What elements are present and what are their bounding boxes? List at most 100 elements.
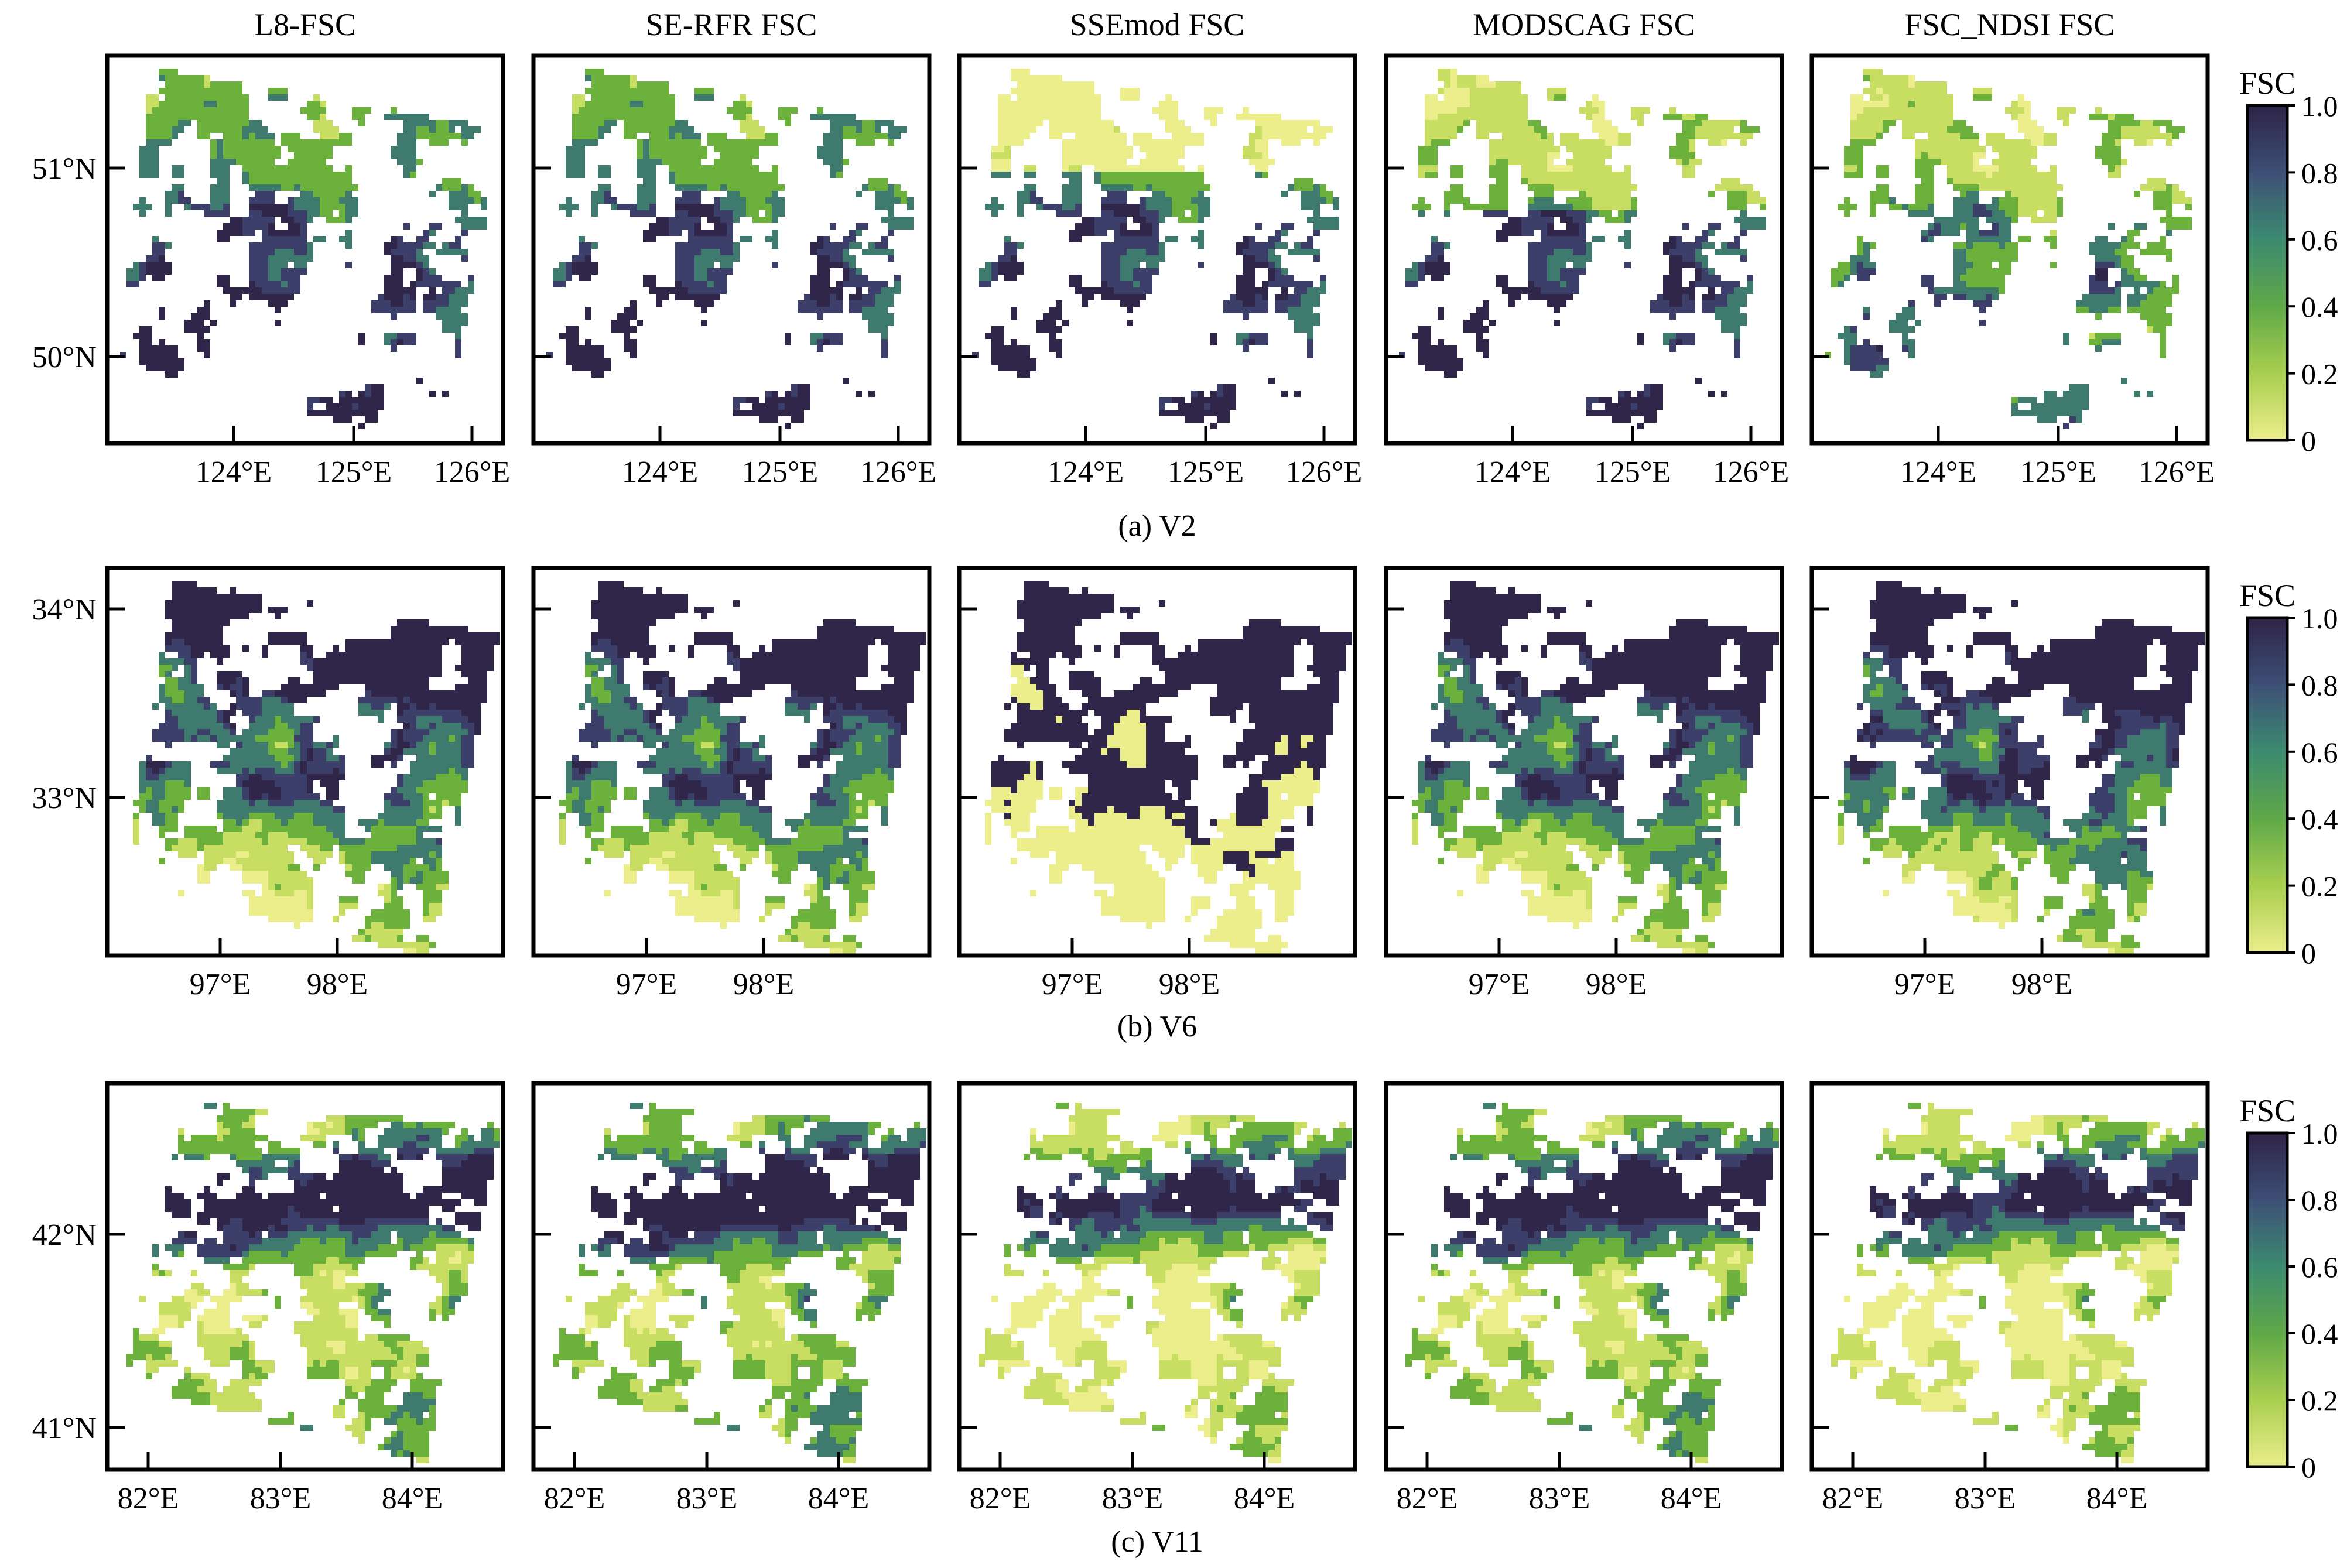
- colorbar-tick-label: 0.4: [2301, 290, 2338, 323]
- fsc-class-cells: [1412, 94, 1766, 223]
- lon-tick-label: 84°E: [382, 1482, 443, 1515]
- fsc-class-cells: [579, 1103, 926, 1457]
- lon-tick-label: 97°E: [1042, 968, 1103, 1001]
- map-panel: 82°E 83°E 84°E: [957, 1081, 1357, 1515]
- colorbar-tick-label: 0.4: [2301, 1317, 2338, 1350]
- fsc-raster: [553, 1103, 926, 1463]
- fsc-raster: [120, 69, 487, 429]
- map-panel: 34°N 33°N 97°E 98°E: [32, 566, 505, 1001]
- colorbar-tick-label: 0.6: [2301, 224, 2338, 256]
- panel-frame: [105, 566, 505, 958]
- fsc-class-cells: [991, 69, 1333, 172]
- lon-tick-label: 84°E: [808, 1482, 870, 1515]
- row-caption: (b) V6: [1117, 1010, 1197, 1043]
- lon-tick-label: 98°E: [2011, 968, 2073, 1001]
- lon-tick-label: 126°E: [860, 456, 937, 489]
- lon-tick-label: 124°E: [196, 456, 272, 489]
- lon-tick-label: 124°E: [1048, 456, 1124, 489]
- colorbar-ramp: [2246, 104, 2289, 442]
- map-panel: 97°E 98°E: [957, 566, 1357, 1001]
- fsc-class-cells: [178, 851, 416, 954]
- fsc-class-cells: [1412, 665, 1747, 948]
- lon-tick-label: 125°E: [2020, 456, 2097, 489]
- fsc-class-cells: [1017, 1167, 1339, 1225]
- lon-tick-label: 97°E: [616, 968, 678, 1001]
- fsc-class-cells: [566, 652, 894, 890]
- lon-tick-label: 82°E: [970, 1482, 1031, 1515]
- lon-tick-label: 126°E: [1286, 456, 1363, 489]
- fsc-class-cells: [1857, 1103, 2205, 1457]
- fsc-raster: [985, 581, 1352, 954]
- colorbar-tick-label: 0.4: [2301, 803, 2338, 836]
- fsc-class-cells: [604, 851, 843, 954]
- colorbar: FSC 0 0.2 0.4 0.6 0.8 1.0: [2239, 66, 2338, 457]
- colorbar-label: FSC: [2239, 1093, 2295, 1128]
- map-panel: 42°N 41°N 82°E 83°E 84°E: [32, 1081, 505, 1515]
- fsc-class-cells: [1418, 1109, 1753, 1463]
- fsc-class-cells: [1876, 1154, 2198, 1251]
- fsc-class-cells: [1444, 1154, 1773, 1251]
- fsc-class-cells: [979, 1103, 1346, 1457]
- column-title: FSC_NDSI FSC: [1905, 7, 2115, 42]
- map-panel: 97°E 98°E: [1809, 566, 2210, 1001]
- fsc-class-cells: [133, 665, 468, 948]
- panel-frame: [1809, 1081, 2210, 1472]
- map-panel: 82°E 83°E 84°E: [1809, 1081, 2210, 1515]
- lon-tick-label: 83°E: [250, 1482, 312, 1515]
- lon-tick-label: 125°E: [316, 456, 392, 489]
- panel-frame: [105, 53, 505, 446]
- fsc-class-cells: [1425, 581, 1779, 800]
- column-title: MODSCAG FSC: [1473, 7, 1695, 42]
- colorbar-tick-label: 0.6: [2301, 1251, 2338, 1283]
- fsc-class-cells: [146, 581, 500, 800]
- fsc-class-cells: [133, 742, 449, 954]
- panel-frame: [1384, 53, 1784, 446]
- column-titles: L8-FSC SE-RFR FSC SSEmod FSC MODSCAG FSC…: [254, 7, 2115, 42]
- fsc-class-cells: [172, 1135, 494, 1257]
- fsc-class-cells: [553, 1103, 920, 1457]
- fsc-class-cells: [566, 1115, 901, 1463]
- fsc-class-cells: [1425, 69, 1727, 172]
- fsc-class-cells: [572, 75, 765, 139]
- fsc-class-cells: [572, 581, 926, 800]
- map-panel: 82°E 83°E 84°E: [1384, 1081, 1784, 1515]
- fsc-class-cells: [1457, 851, 1695, 954]
- map-panel: 51°N 50°N 124°E 125°E 126°E: [32, 53, 510, 489]
- colorbar-tick-label: 0.6: [2301, 736, 2338, 769]
- lon-tick-label: 82°E: [118, 1482, 179, 1515]
- lon-tick-label: 83°E: [1955, 1482, 2016, 1515]
- panel-frame: [957, 566, 1357, 958]
- fsc-class-cells: [1844, 645, 2179, 858]
- colorbar-label: FSC: [2239, 578, 2295, 613]
- fsc-class-cells: [1850, 581, 2205, 806]
- lon-tick-label: 126°E: [1713, 456, 1790, 489]
- lon-tick-label: 125°E: [742, 456, 819, 489]
- fsc-class-cells: [1004, 1103, 1352, 1457]
- colorbar-tick-label: 0: [2301, 424, 2316, 457]
- fsc-raster: [1399, 69, 1766, 429]
- map-panel: 124°E 125°E 126°E: [957, 53, 1363, 489]
- fsc-class-cells: [1412, 210, 1727, 429]
- lat-tick-label: 41°N: [32, 1412, 97, 1445]
- panel-frame: [531, 1081, 932, 1472]
- column-title: SE-RFR FSC: [646, 7, 817, 42]
- map-panel: 97°E 98°E: [531, 566, 932, 1001]
- lon-tick-label: 98°E: [733, 968, 795, 1001]
- fsc-class-cells: [146, 75, 339, 139]
- fsc-class-cells: [572, 69, 907, 223]
- colorbar-tick-label: 0.8: [2301, 1184, 2338, 1217]
- fsc-class-cells: [133, 204, 449, 429]
- colorbar-tick-label: 0.2: [2301, 1384, 2338, 1417]
- lon-tick-label: 84°E: [2086, 1482, 2148, 1515]
- fsc-raster: [1831, 1103, 2205, 1463]
- lon-tick-label: 82°E: [1822, 1482, 1884, 1515]
- fsc-class-cells: [1450, 1135, 1773, 1257]
- fsc-class-cells: [1844, 1115, 2179, 1463]
- lon-tick-label: 97°E: [190, 968, 251, 1001]
- fsc-class-cells: [1831, 1103, 2198, 1457]
- fsc-class-cells: [572, 639, 901, 845]
- panel-frame: [1809, 566, 2210, 958]
- map-panel: 97°E 98°E: [1384, 566, 1784, 1001]
